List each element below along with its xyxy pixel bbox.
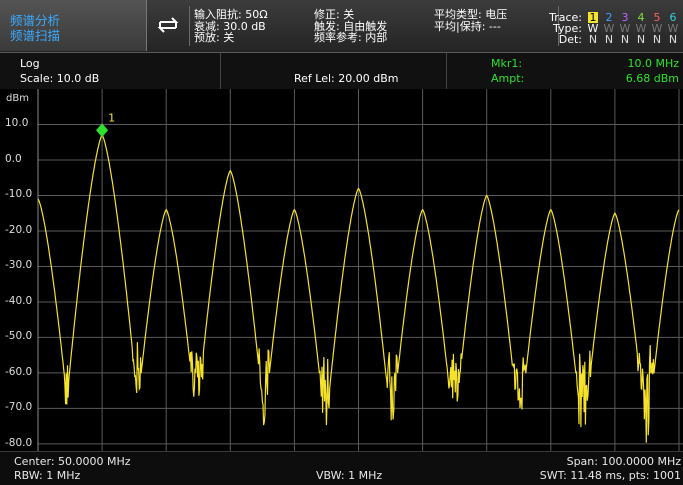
attenuation: 衰减: 30.0 dB xyxy=(194,19,266,33)
det-label: Det: xyxy=(558,33,582,46)
trace-number-5[interactable]: 5 xyxy=(653,11,661,24)
resolution-bandwidth[interactable]: RBW: 1 MHz xyxy=(14,469,81,482)
trace-detector-4[interactable]: N xyxy=(636,33,646,46)
video-bandwidth[interactable]: VBW: 1 MHz xyxy=(316,469,383,482)
amplitude-label: Ampt: xyxy=(491,72,525,85)
average-hold: 平均|保持: --- xyxy=(434,19,501,33)
sweep-time[interactable]: SWT: 11.48 ms, pts: 1001 xyxy=(539,469,681,482)
header-divider xyxy=(558,6,559,46)
marker-label: Mkr1: xyxy=(491,57,523,70)
trace-number-6[interactable]: 6 xyxy=(669,11,677,24)
average-type: 平均类型: 电压 xyxy=(434,8,508,21)
input-settings[interactable]: 输入阻抗: 50Ω 衰减: 30.0 dB 预放: 关 xyxy=(194,9,268,44)
reference-level[interactable]: Ref Lel: 20.00 dBm xyxy=(294,72,399,85)
frequency-span[interactable]: Span: 100.0000 MHz xyxy=(566,455,681,468)
input-impedance: 输入阻抗: 50Ω xyxy=(194,8,268,21)
trace-number-3[interactable]: 3 xyxy=(621,11,629,24)
trace-number-4[interactable]: 4 xyxy=(637,11,645,24)
trace-number-2[interactable]: 2 xyxy=(605,11,613,24)
trace-number-1[interactable]: 1 xyxy=(588,11,598,24)
trace-type-1[interactable]: W xyxy=(587,22,599,35)
trace-type-3[interactable]: W xyxy=(619,22,631,35)
y-tick-label: 0.0 xyxy=(5,152,22,165)
spectrum-plot[interactable]: 1 dBm 10.0 0.0 -10.0 -20.0 -30.0 -40.0 -50.0 -6… xyxy=(0,89,683,451)
y-tick-label: -10.0 xyxy=(5,188,33,201)
freq-reference: 频率参考: 内部 xyxy=(314,31,388,44)
trigger: 触发: 自由触发 xyxy=(314,19,388,33)
y-tick-label: -40.0 xyxy=(5,294,33,307)
scale-type[interactable]: Log xyxy=(20,57,40,70)
info-divider xyxy=(446,53,447,89)
trace-type-4[interactable]: W xyxy=(635,22,647,35)
trace-detector-3[interactable]: N xyxy=(620,33,630,46)
center-frequency[interactable]: Center: 50.0000 MHz xyxy=(14,455,131,468)
info-divider xyxy=(220,53,221,89)
y-tick-label: -70.0 xyxy=(5,401,33,414)
correction: 修正: 关 xyxy=(314,8,355,21)
y-tick-label: -30.0 xyxy=(5,259,33,272)
scale-per-div[interactable]: Scale: 10.0 dB xyxy=(20,72,100,85)
trace-type-5[interactable]: W xyxy=(651,22,663,35)
trigger-settings[interactable]: 修正: 关 触发: 自由触发 频率参考: 内部 xyxy=(314,9,387,44)
type-label: Type: xyxy=(553,22,582,35)
trace-type-6[interactable]: W xyxy=(667,22,679,35)
trace-type-2[interactable]: W xyxy=(603,22,615,35)
y-unit-label: dBm xyxy=(6,93,29,104)
spectrum-graph[interactable]: 1 xyxy=(0,89,683,451)
y-tick-label: -50.0 xyxy=(5,330,33,343)
measurement-name: 频谱扫描 xyxy=(10,28,61,43)
status-footer: Center: 50.0000 MHz RBW: 1 MHz VBW: 1 MH… xyxy=(0,451,683,485)
preamp: 预放: 关 xyxy=(194,31,235,44)
trace-label: Trace: xyxy=(549,11,582,24)
header-divider xyxy=(189,6,190,46)
y-tick-label: -20.0 xyxy=(5,223,33,236)
mode-button[interactable]: 频谱分析 频谱扫描 xyxy=(0,0,147,51)
continuous-sweep-icon[interactable] xyxy=(146,0,189,51)
status-header: 频谱分析 频谱扫描 输入阻抗: 50Ω 衰减: 30.0 dB 预放: 关 修正… xyxy=(0,0,683,53)
marker-1-diamond xyxy=(96,123,109,138)
trace-detector-1[interactable]: N xyxy=(588,33,598,46)
y-tick-label: 10.0 xyxy=(5,117,29,130)
average-settings[interactable]: 平均类型: 电压 平均|保持: --- xyxy=(434,9,507,32)
marker-1-label: 1 xyxy=(108,111,115,124)
trace-detector-2[interactable]: N xyxy=(604,33,614,46)
trace-detector-6[interactable]: N xyxy=(668,33,678,46)
trace-detector-5[interactable]: N xyxy=(652,33,662,46)
measurement-info-bar: Log Scale: 10.0 dB Ref Lel: 20.00 dBm Mk… xyxy=(0,53,683,89)
y-tick-label: -60.0 xyxy=(5,365,33,378)
y-tick-label: -80.0 xyxy=(5,436,33,449)
marker-amplitude[interactable]: 6.68 dBm xyxy=(625,72,679,85)
mode-name: 频谱分析 xyxy=(10,13,61,28)
spectrum-trace xyxy=(37,133,680,443)
marker-frequency[interactable]: 10.0 MHz xyxy=(627,57,679,70)
